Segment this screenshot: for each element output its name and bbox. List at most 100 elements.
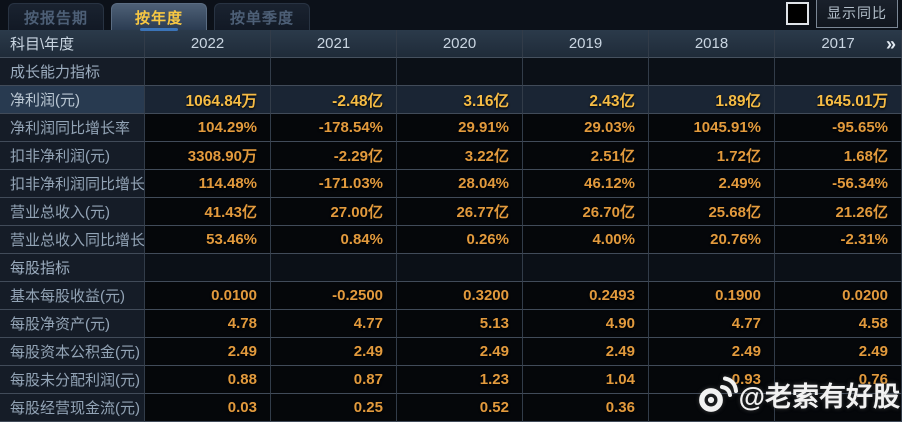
cell-value: 0.93	[649, 366, 775, 394]
cell-value: 1.04	[523, 366, 649, 394]
show-yoy-checkbox[interactable]	[786, 1, 809, 25]
cell-value: 3.16亿	[397, 86, 523, 114]
table-body: 成长能力指标 净利润(元) 1064.84万 -2.48亿 3.16亿 2.43亿 1.89…	[0, 58, 902, 422]
cell-value: 1.89亿	[649, 86, 775, 114]
cell-value: 1064.84万	[145, 86, 271, 114]
cell-value	[271, 58, 397, 86]
cell-value: 3.22亿	[397, 142, 523, 170]
cell-value: 0.26%	[397, 226, 523, 254]
cell-value: 46.12%	[523, 170, 649, 198]
cell-value	[775, 254, 902, 282]
row-label: 基本每股收益(元)	[0, 282, 145, 310]
cell-value	[649, 394, 775, 422]
cell-value: 0.1900	[649, 282, 775, 310]
cell-value: 1.23	[397, 366, 523, 394]
cell-value: 4.77	[649, 310, 775, 338]
cell-value	[523, 254, 649, 282]
table-row: 每股净资产(元) 4.78 4.77 5.13 4.90 4.77 4.58	[0, 310, 902, 338]
corner-header: 科目\年度	[0, 30, 145, 58]
financial-table: 科目\年度 2022 2021 2020 2019 2018 2017 » 成长…	[0, 30, 902, 422]
cell-value: 1645.01万	[775, 86, 902, 114]
cell-value: 0.84%	[271, 226, 397, 254]
cell-value: 2.49%	[649, 170, 775, 198]
cell-value: -0.2500	[271, 282, 397, 310]
table-row: 成长能力指标	[0, 58, 902, 86]
cell-value: 104.29%	[145, 114, 271, 142]
cell-value: 53.46%	[145, 226, 271, 254]
cell-value: 29.03%	[523, 114, 649, 142]
tab-by-year[interactable]: 按年度	[111, 3, 207, 31]
table-row: 每股资本公积金(元) 2.49 2.49 2.49 2.49 2.49 2.49	[0, 338, 902, 366]
table-row: 净利润(元) 1064.84万 -2.48亿 3.16亿 2.43亿 1.89亿 1645.…	[0, 86, 902, 114]
cell-value: 2.49	[271, 338, 397, 366]
tab-single-quarter[interactable]: 按单季度	[214, 3, 310, 30]
year-header-2017: 2017 »	[775, 30, 902, 58]
year-header-2021: 2021	[271, 30, 397, 58]
row-label: 每股资本公积金(元)	[0, 338, 145, 366]
row-label: 净利润(元)	[0, 86, 145, 114]
cell-value	[523, 58, 649, 86]
cell-value: -2.48亿	[271, 86, 397, 114]
table-header-row: 科目\年度 2022 2021 2020 2019 2018 2017 »	[0, 30, 902, 58]
cell-value: 27.00亿	[271, 198, 397, 226]
row-label: 营业总收入同比增长率	[0, 226, 145, 254]
table-row: 营业总收入同比增长率53.46%0.84%0.26%4.00%20.76%-2.…	[0, 226, 902, 254]
cell-value: 0.3200	[397, 282, 523, 310]
cell-value: 0.76	[775, 366, 902, 394]
cell-value: 0.36	[523, 394, 649, 422]
cell-value	[397, 58, 523, 86]
row-label: 每股未分配利润(元)	[0, 366, 145, 394]
cell-value: -171.03%	[271, 170, 397, 198]
cell-value: -56.34%	[775, 170, 902, 198]
cell-value	[775, 394, 902, 422]
cell-value	[649, 254, 775, 282]
cell-value: 41.43亿	[145, 198, 271, 226]
cell-value: 4.77	[271, 310, 397, 338]
show-yoy-label[interactable]: 显示同比	[816, 0, 898, 28]
cell-value: -95.65%	[775, 114, 902, 142]
year-header-2019: 2019	[523, 30, 649, 58]
cell-value: 20.76%	[649, 226, 775, 254]
table-row: 扣非净利润(元) 3308.90万 -2.29亿 3.22亿 2.51亿 1.72亿 1.6…	[0, 142, 902, 170]
cell-value: 1045.91%	[649, 114, 775, 142]
cell-value: 2.49	[775, 338, 902, 366]
cell-value: 2.43亿	[523, 86, 649, 114]
cell-value: 4.00%	[523, 226, 649, 254]
row-label: 每股经营现金流(元)	[0, 394, 145, 422]
cell-value	[649, 58, 775, 86]
row-label: 扣非净利润同比增长率	[0, 170, 145, 198]
year-header-2022: 2022	[145, 30, 271, 58]
cell-value: 4.58	[775, 310, 902, 338]
cell-value: 4.78	[145, 310, 271, 338]
table-row: 净利润同比增长率 104.29% -178.54% 29.91% 29.03% 1045.…	[0, 114, 902, 142]
year-header-2020: 2020	[397, 30, 523, 58]
cell-value: 3308.90万	[145, 142, 271, 170]
cell-value: 28.04%	[397, 170, 523, 198]
cell-value: 25.68亿	[649, 198, 775, 226]
cell-value: 0.25	[271, 394, 397, 422]
row-label: 净利润同比增长率	[0, 114, 145, 142]
table-row: 营业总收入(元) 41.43亿 27.00亿 26.77亿 26.70亿 25.68亿 21…	[0, 198, 902, 226]
cell-value: 2.49	[397, 338, 523, 366]
cell-value	[397, 254, 523, 282]
cell-value: 0.2493	[523, 282, 649, 310]
table-row: 每股指标	[0, 254, 902, 282]
cell-value	[145, 254, 271, 282]
row-label: 成长能力指标	[0, 58, 145, 86]
row-label: 扣非净利润(元)	[0, 142, 145, 170]
cell-value: 0.03	[145, 394, 271, 422]
cell-value: 0.87	[271, 366, 397, 394]
cell-value: 1.72亿	[649, 142, 775, 170]
cell-value: 26.77亿	[397, 198, 523, 226]
more-years-arrow-icon[interactable]: »	[885, 33, 896, 54]
cell-value: 4.90	[523, 310, 649, 338]
tab-report-period[interactable]: 按报告期	[8, 3, 104, 30]
cell-value: 2.49	[649, 338, 775, 366]
cell-value: 2.49	[145, 338, 271, 366]
row-label: 每股指标	[0, 254, 145, 282]
table-row: 每股经营现金流(元) 0.03 0.25 0.52 0.36	[0, 394, 902, 422]
year-header-2018: 2018	[649, 30, 775, 58]
cell-value: 2.51亿	[523, 142, 649, 170]
cell-value: 0.0100	[145, 282, 271, 310]
cell-value: 1.68亿	[775, 142, 902, 170]
